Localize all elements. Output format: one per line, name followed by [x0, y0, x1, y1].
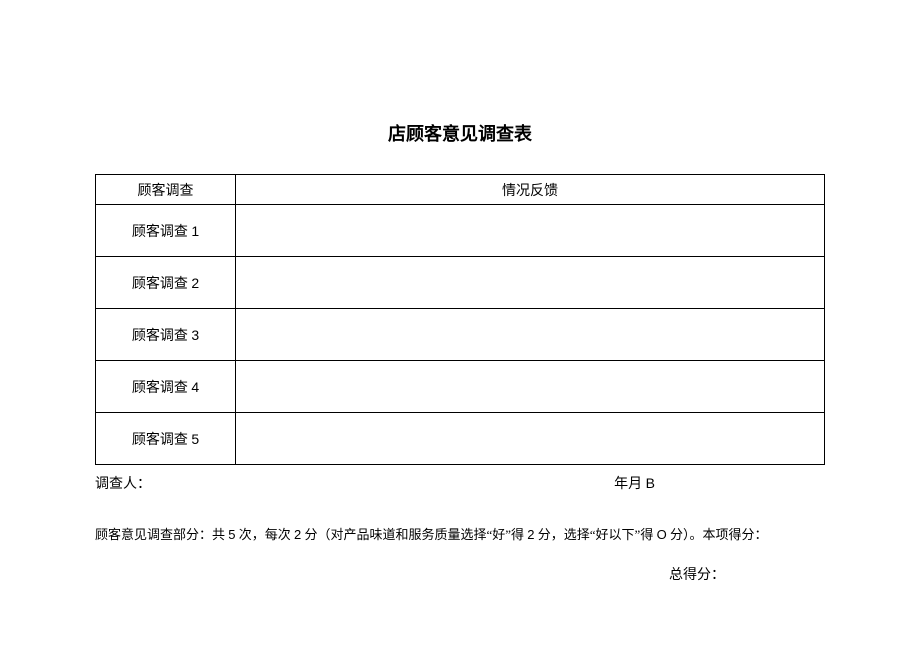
table-row: 顾客调查 2 [96, 257, 825, 309]
row-label: 顾客调查 5 [96, 413, 236, 465]
row-label: 顾客调查 1 [96, 205, 236, 257]
investigator-label: 调查人： [95, 473, 151, 493]
row-feedback [236, 361, 825, 413]
document-title: 店顾客意见调查表 [95, 120, 825, 146]
row-feedback [236, 309, 825, 361]
table-row: 顾客调查 1 [96, 205, 825, 257]
footer-row: 调查人： 年月 B [95, 471, 825, 495]
row-label: 顾客调查 3 [96, 309, 236, 361]
row-feedback [236, 413, 825, 465]
row-feedback [236, 257, 825, 309]
survey-table: 顾客调查 情况反馈 顾客调查 1 顾客调查 2 顾客调查 3 顾客调查 4 顾客… [95, 174, 825, 465]
total-score-label: 总得分： [95, 564, 825, 584]
row-label: 顾客调查 4 [96, 361, 236, 413]
table-row: 顾客调查 4 [96, 361, 825, 413]
row-feedback [236, 205, 825, 257]
header-feedback-col: 情况反馈 [236, 175, 825, 205]
table-row: 顾客调查 5 [96, 413, 825, 465]
table-row: 顾客调查 3 [96, 309, 825, 361]
scoring-note: 顾客意见调查部分：共 5 次，每次 2 分（对产品味道和服务质量选择“好”得 2… [95, 525, 825, 546]
row-label: 顾客调查 2 [96, 257, 236, 309]
header-survey-col: 顾客调查 [96, 175, 236, 205]
date-label: 年月 B [614, 473, 655, 493]
